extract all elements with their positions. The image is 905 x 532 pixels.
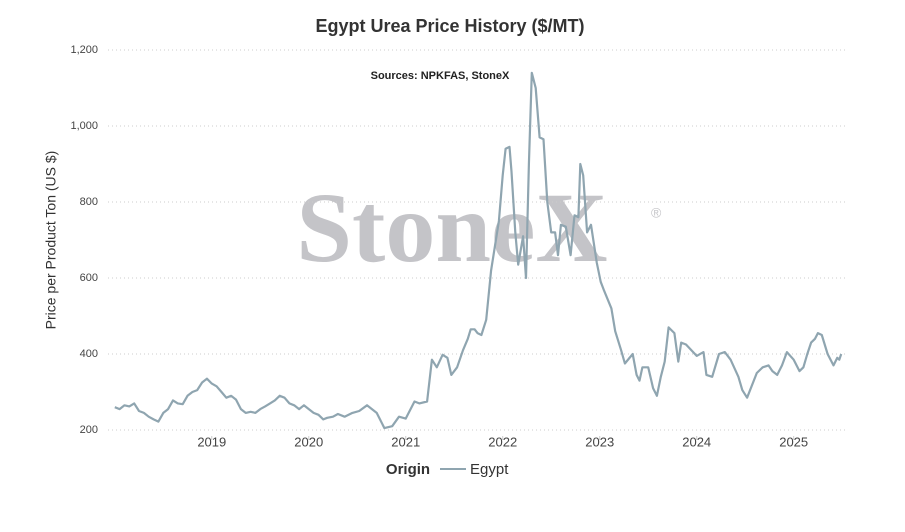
chart-subtitle: Sources: NPKFAS, StoneX: [371, 70, 510, 82]
chart-title: Egypt Urea Price History ($/MT): [315, 16, 584, 36]
line-series: [114, 71, 843, 430]
x-tick-label: 2025: [779, 434, 808, 449]
y-tick-label: 400: [80, 348, 98, 360]
watermark: StoneX: [296, 172, 607, 283]
y-tick-label: 200: [80, 424, 98, 436]
x-tick-label: 2024: [682, 434, 711, 449]
x-tick-label: 2021: [391, 434, 420, 449]
x-tick-label: 2019: [197, 434, 226, 449]
legend-entry: Egypt: [470, 461, 509, 478]
x-tick-label: 2022: [488, 434, 517, 449]
y-axis-label: Price per Product Ton (US $): [43, 151, 59, 330]
y-tick-label: 1,000: [70, 120, 98, 132]
x-tick-label: 2023: [585, 434, 614, 449]
y-tick-label: 1,200: [70, 44, 98, 56]
y-tick-label: 800: [80, 196, 98, 208]
watermark-registered: ®: [651, 205, 662, 221]
y-tick-label: 600: [80, 272, 98, 284]
legend-title: Origin: [386, 461, 430, 478]
x-tick-label: 2020: [294, 434, 323, 449]
